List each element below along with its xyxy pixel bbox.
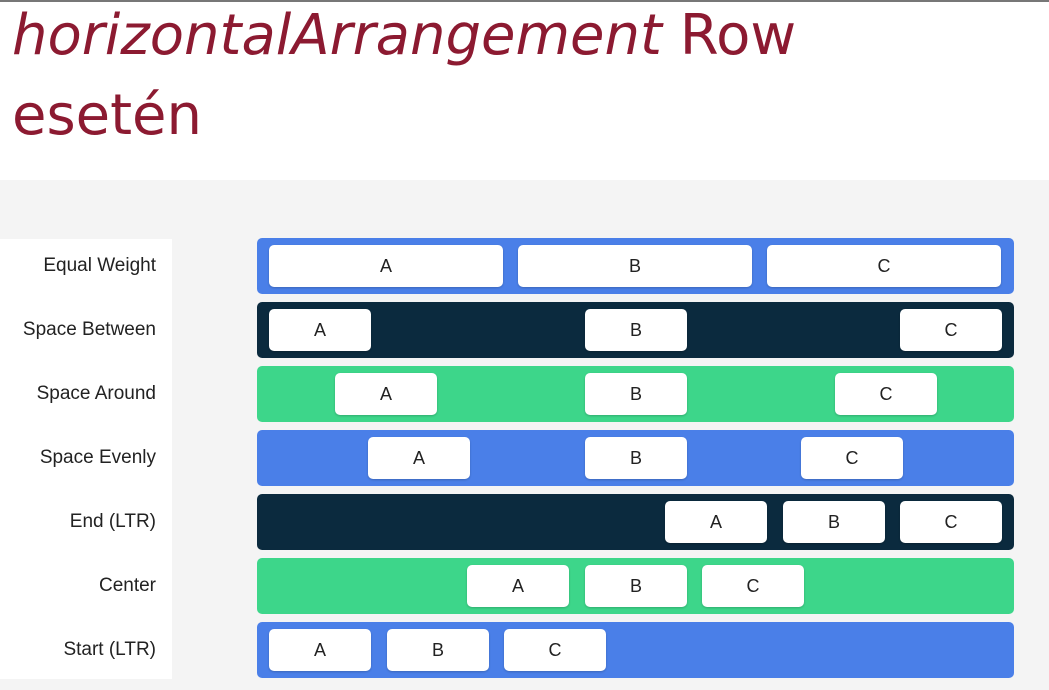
item-box: C [900, 501, 1002, 543]
item-box: A [269, 629, 371, 671]
item-box: C [767, 245, 1001, 287]
item-box: B [585, 309, 687, 351]
item-box: B [585, 565, 687, 607]
item-box: A [269, 309, 371, 351]
title-line-2: esetén [12, 83, 202, 148]
title-line: horizontalArrangement Row [12, 8, 796, 64]
row-label: End (LTR) [69, 511, 156, 532]
item-box: B [783, 501, 885, 543]
item-box: C [801, 437, 903, 479]
row-container: A B C [257, 366, 1014, 422]
title-emphasis: horizontalArrangement [12, 3, 662, 68]
item-box: A [665, 501, 767, 543]
item-box: A [467, 565, 569, 607]
row-label: Center [98, 575, 156, 596]
row-label: Equal Weight [43, 255, 156, 276]
row-container: A B C [257, 302, 1014, 358]
item-box: B [585, 437, 687, 479]
title-rest: Row [679, 3, 797, 68]
item-box: C [900, 309, 1002, 351]
row-label: Start (LTR) [63, 639, 156, 660]
item-box: B [518, 245, 752, 287]
item-box: C [702, 565, 804, 607]
item-box: C [835, 373, 937, 415]
item-box: A [335, 373, 437, 415]
diagram: Equal Weight Space Between Space Around Spa… [0, 180, 1049, 690]
item-box: A [368, 437, 470, 479]
row-label: Space Around [36, 383, 156, 404]
item-box: B [387, 629, 489, 671]
row-label: Space Evenly [39, 447, 156, 468]
label-panel: Equal Weight Space Between Space Around Spa… [0, 239, 172, 679]
item-box: A [269, 245, 503, 287]
item-box: B [585, 373, 687, 415]
row-container: A B C [257, 430, 1014, 486]
row-label: Space Between [22, 319, 156, 340]
item-box: C [504, 629, 606, 671]
